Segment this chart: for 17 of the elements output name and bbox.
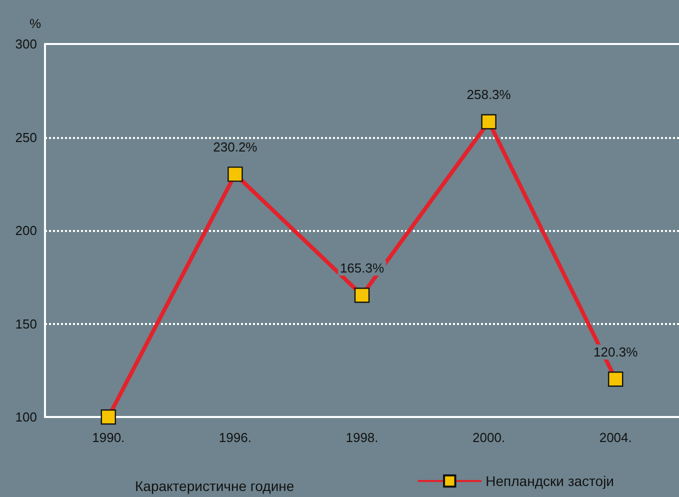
x-tick-label: 1998. [346, 430, 378, 445]
y-tick-label: 200 [15, 223, 37, 238]
y-tick-label: 300 [15, 36, 37, 52]
data-label: 165.3% [340, 260, 384, 276]
x-tick-label: 1990. [92, 430, 125, 445]
data-label: 120.3% [594, 344, 638, 360]
y-tick-label: 100 [15, 410, 37, 424]
x-tick-label: 2004. [599, 430, 632, 445]
x-tick-label: 2000. [472, 430, 506, 445]
y-axis-title: % [29, 16, 42, 31]
x-axis-title: Карактеристичне године [135, 478, 294, 494]
data-label: 230.2% [213, 140, 258, 155]
y-tick-label: 150 [15, 316, 37, 332]
x-tick-label: 1996. [218, 430, 252, 445]
legend-label: Непландски застоји [486, 473, 614, 489]
data-label: 258.3% [466, 87, 512, 102]
y-tick-label: 250 [15, 130, 37, 145]
